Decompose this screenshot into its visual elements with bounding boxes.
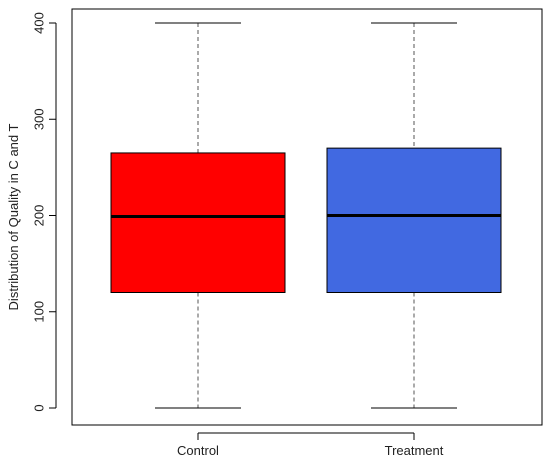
boxes-group [110, 22, 502, 409]
y-axis-title: Distribution of Quality in C and T [6, 123, 21, 310]
box-treatment [326, 22, 502, 409]
y-axis: 0 100 200 300 400 [31, 12, 57, 412]
iqr-box [326, 147, 502, 293]
y-tick-label: 200 [31, 205, 46, 227]
iqr-box [110, 152, 286, 293]
x-tick-label: Control [177, 443, 219, 458]
y-tick-label: 0 [31, 404, 46, 411]
x-tick-label: Treatment [385, 443, 444, 458]
x-axis: Control Treatment [177, 432, 444, 458]
y-tick-label: 400 [31, 12, 46, 34]
y-tick-label: 300 [31, 108, 46, 130]
plot-frame [71, 8, 543, 426]
y-tick-label: 100 [31, 301, 46, 323]
box-control [110, 22, 286, 409]
